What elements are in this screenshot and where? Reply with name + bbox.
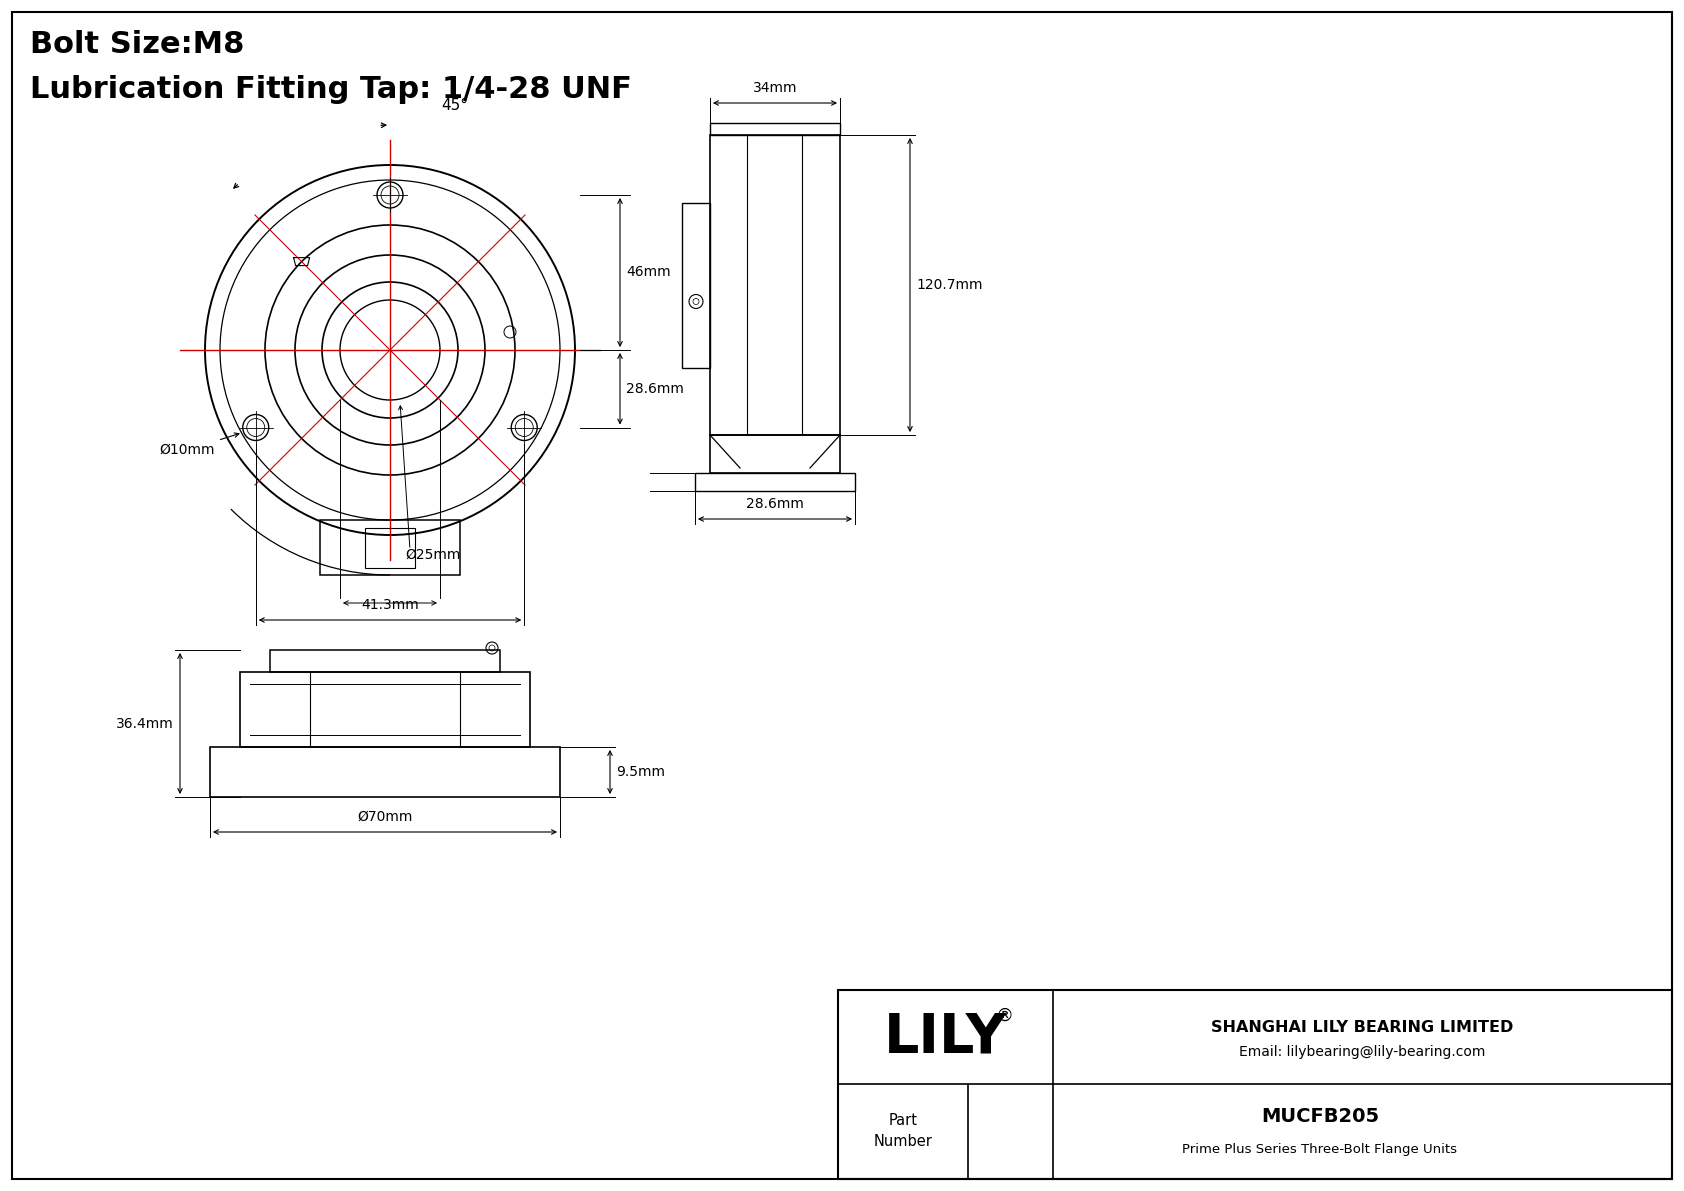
Bar [682,202,711,368]
Text: Ø25mm: Ø25mm [404,548,460,562]
Text: LILY: LILY [884,1010,1007,1065]
Text: 41.3mm: 41.3mm [360,598,419,612]
Bar [269,650,500,672]
Text: 46mm: 46mm [626,266,670,280]
Text: Bolt Size:M8: Bolt Size:M8 [30,30,244,60]
Text: 28.6mm: 28.6mm [626,382,684,395]
Text: 34mm: 34mm [753,81,797,95]
Text: Ø70mm: Ø70mm [357,810,413,824]
Text: 45°: 45° [441,98,468,113]
Bar [320,520,460,575]
Text: MUCFB205: MUCFB205 [1261,1108,1379,1127]
Text: SHANGHAI LILY BEARING LIMITED: SHANGHAI LILY BEARING LIMITED [1211,1019,1514,1035]
Bar [365,528,414,568]
Bar [711,435,840,473]
Bar [839,990,1672,1179]
Text: 36.4mm: 36.4mm [116,717,173,730]
Text: 9.5mm: 9.5mm [616,765,665,779]
Text: Ø10mm: Ø10mm [160,432,239,457]
Text: Lubrication Fitting Tap: 1/4-28 UNF: Lubrication Fitting Tap: 1/4-28 UNF [30,75,632,104]
Text: Part
Number: Part Number [874,1114,933,1149]
Text: Email: lilybearing@lily-bearing.com: Email: lilybearing@lily-bearing.com [1239,1046,1485,1059]
Text: ®: ® [995,1006,1014,1024]
Bar [711,123,840,135]
Bar [711,135,840,435]
Text: 28.6mm: 28.6mm [746,497,803,511]
Bar [695,473,855,491]
Text: 120.7mm: 120.7mm [916,278,982,292]
Bar [241,672,530,747]
Bar [210,747,561,797]
Text: Prime Plus Series Three-Bolt Flange Units: Prime Plus Series Three-Bolt Flange Unit… [1182,1143,1457,1156]
